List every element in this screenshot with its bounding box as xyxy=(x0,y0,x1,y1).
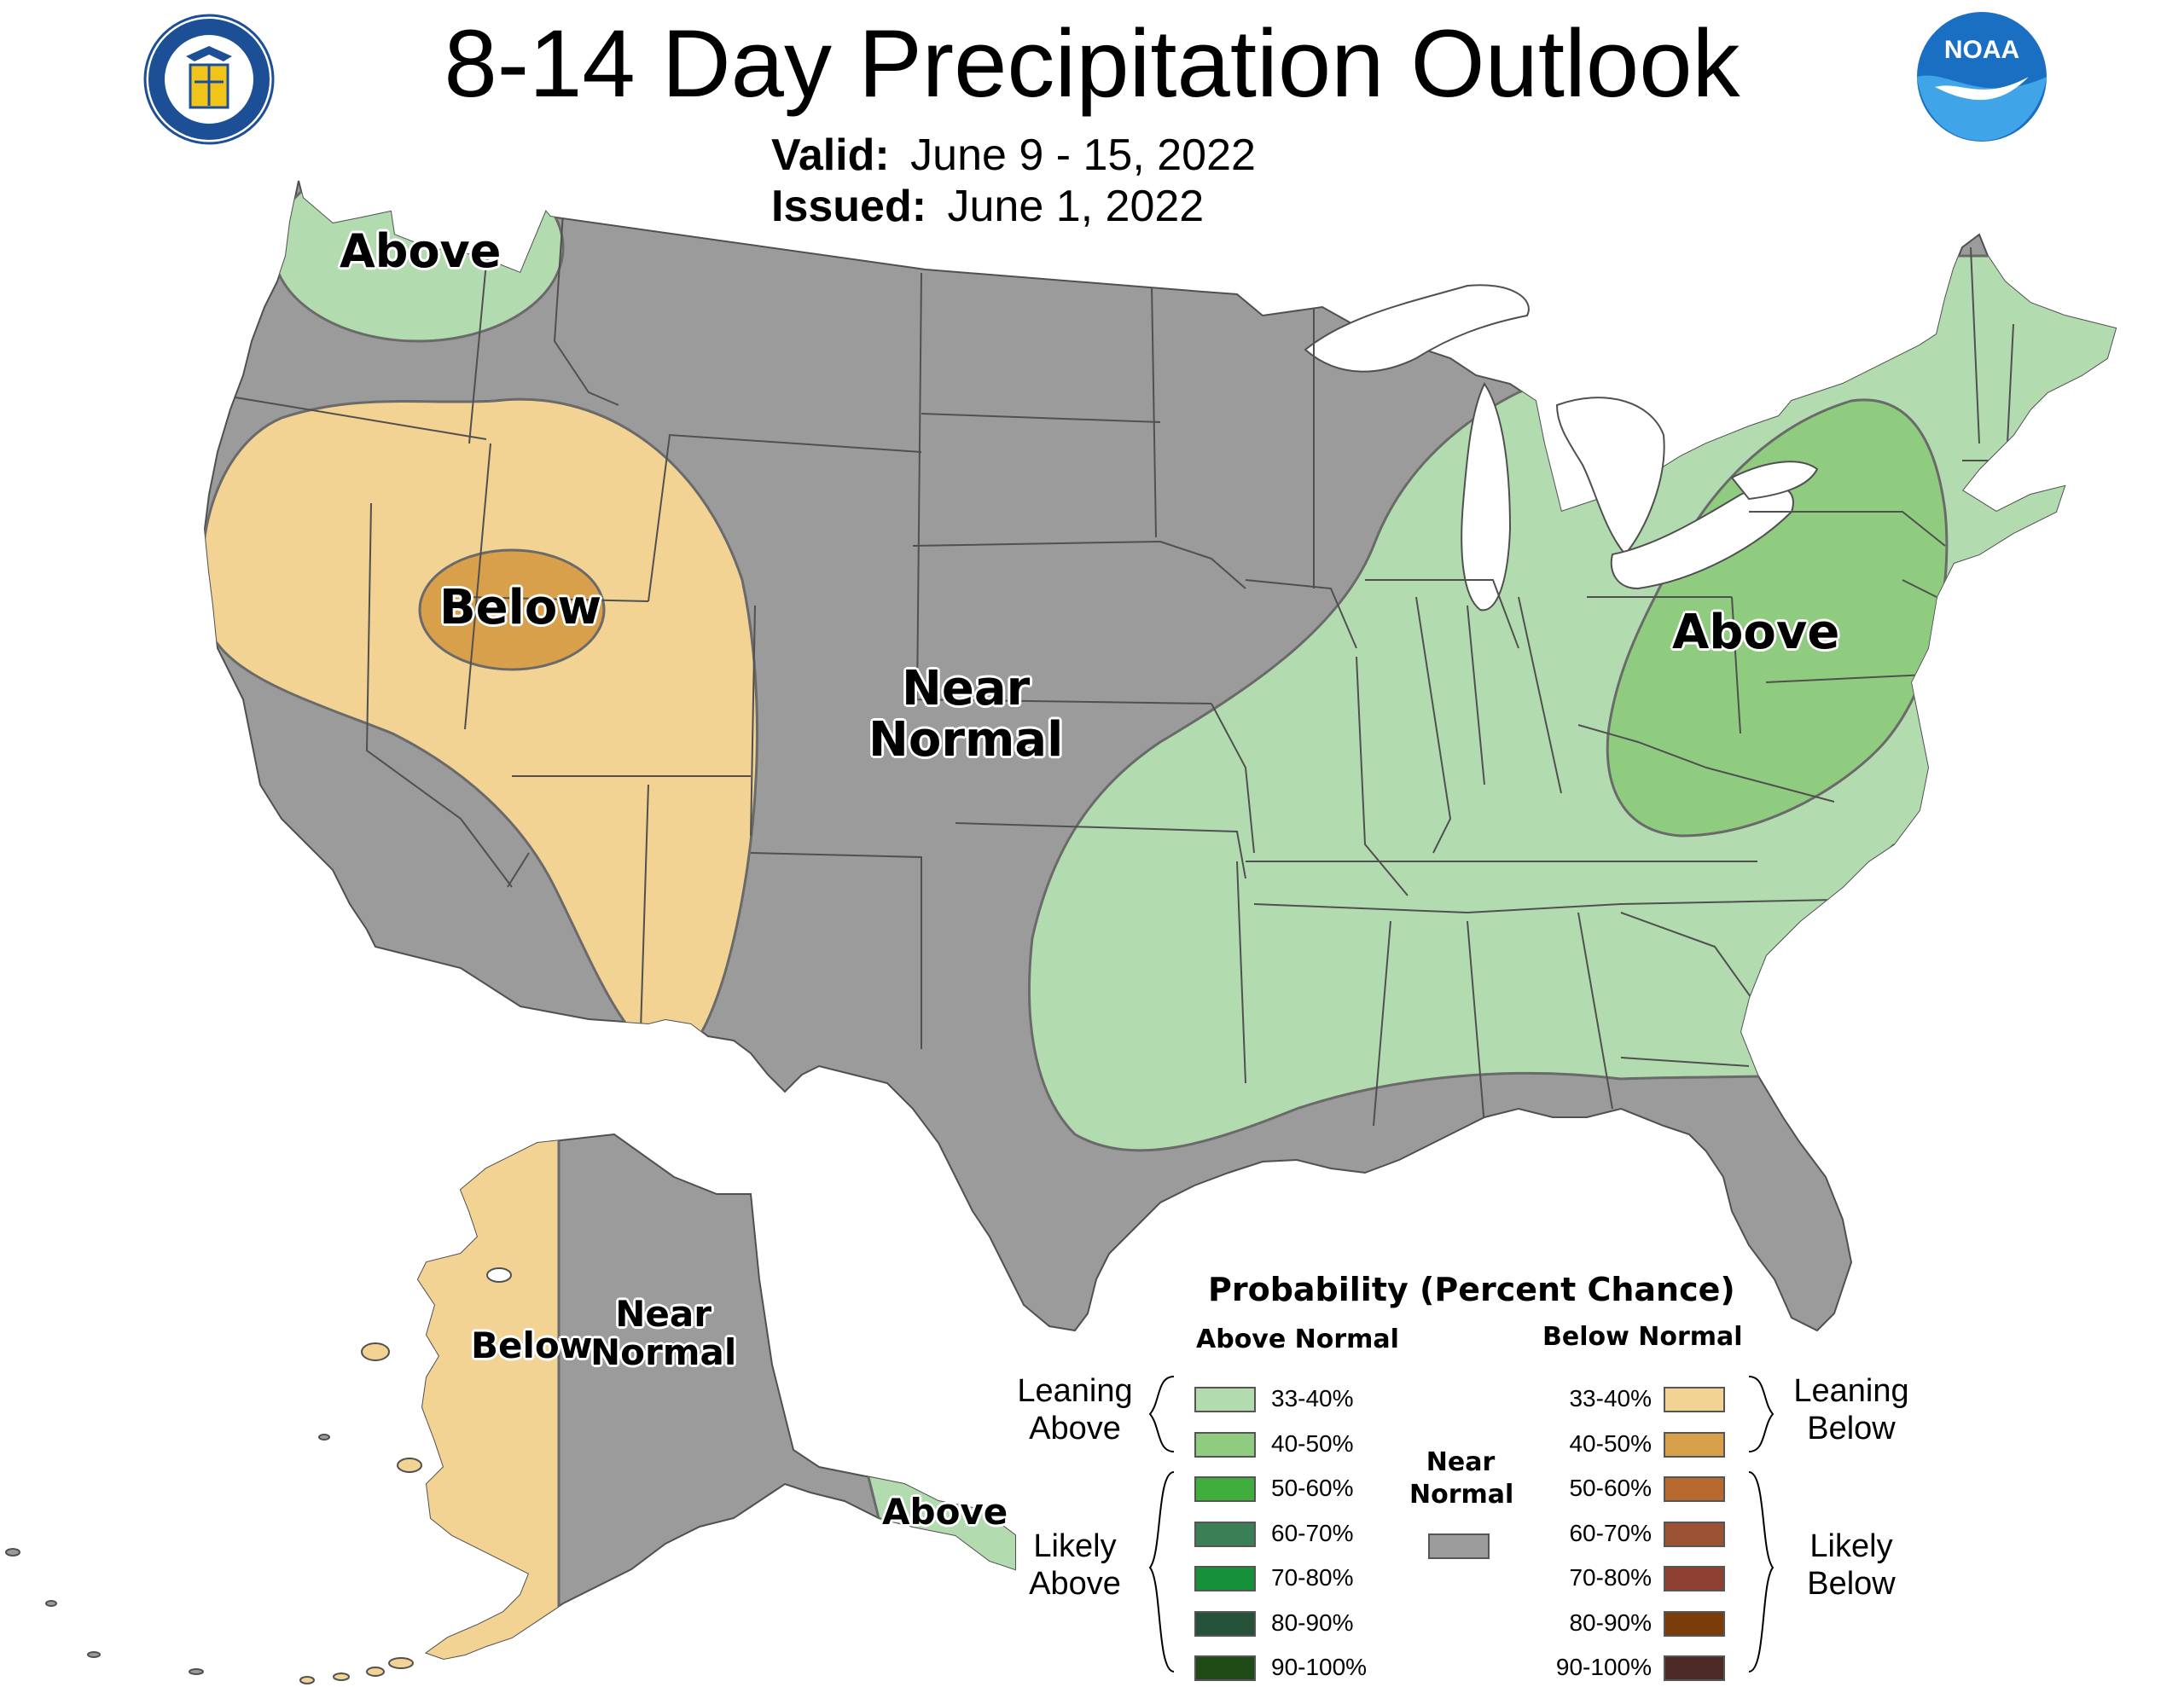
legend-above-swatch xyxy=(1194,1611,1256,1637)
legend-below-label: 40-50% xyxy=(1569,1430,1652,1457)
valid-label: Valid: xyxy=(771,130,890,180)
legend-leaning-below-line2: Below xyxy=(1807,1410,1896,1446)
legend-below-label: 80-90% xyxy=(1569,1609,1652,1636)
noaa-logo-text: NOAA xyxy=(1944,36,2019,64)
legend-below-swatch xyxy=(1664,1566,1725,1591)
legend-above-swatch xyxy=(1194,1566,1256,1591)
legend-below-swatch xyxy=(1664,1432,1725,1458)
label-central-near-line1: Near xyxy=(902,661,1031,716)
legend-leaning-above-line2: Above xyxy=(1029,1410,1121,1446)
great-lakes xyxy=(1304,284,1819,612)
legend-above-label: 60-70% xyxy=(1271,1520,1354,1546)
valid-line: Valid: June 9 - 15, 2022 xyxy=(771,130,1256,181)
legend-above-heading: Above Normal xyxy=(1196,1325,1399,1354)
department-of-commerce-seal xyxy=(143,14,275,145)
legend-above-swatch xyxy=(1194,1476,1256,1502)
region-west-below-leaning xyxy=(205,397,758,1064)
legend-below-swatch xyxy=(1664,1611,1725,1637)
legend-above-label: 70-80% xyxy=(1271,1564,1354,1591)
legend-above-label: 50-60% xyxy=(1271,1475,1354,1501)
valid-value: June 9 - 15, 2022 xyxy=(910,130,1256,180)
legend-leaning-below-line1: Leaning xyxy=(1793,1373,1909,1409)
legend-above-swatch xyxy=(1194,1432,1256,1458)
legend-near-normal-swatch xyxy=(1428,1533,1490,1559)
label-east-above: Above xyxy=(1672,605,1840,660)
label-ak-near-line2: Normal xyxy=(590,1331,737,1374)
legend-above-label: 90-100% xyxy=(1271,1654,1368,1680)
label-ak-below: Below xyxy=(471,1325,593,1366)
legend-likely-below-line1: Likely xyxy=(1809,1528,1893,1564)
legend-below-label: 50-60% xyxy=(1569,1475,1652,1501)
legend-below-swatch xyxy=(1664,1476,1725,1502)
legend-above-label: 33-40% xyxy=(1271,1385,1354,1412)
legend-leaning-below: Leaning Below xyxy=(1783,1373,1920,1447)
legend-below-label: 70-80% xyxy=(1569,1564,1652,1591)
legend-leaning-above-line1: Leaning xyxy=(1017,1373,1133,1409)
legend-likely-above-line2: Above xyxy=(1029,1565,1121,1602)
legend-above-label: 40-50% xyxy=(1271,1430,1354,1457)
legend-above-swatch xyxy=(1194,1522,1256,1547)
legend-leaning-above: Leaning Above xyxy=(1007,1373,1143,1447)
label-ak-near-normal: Near Normal xyxy=(590,1295,736,1372)
label-ak-near-line1: Near xyxy=(615,1293,712,1335)
label-central-near-normal: Near Normal xyxy=(868,661,1064,768)
legend-likely-above-line1: Likely xyxy=(1033,1528,1117,1564)
legend-below-swatch xyxy=(1664,1655,1725,1681)
state-borders xyxy=(229,212,2048,1127)
legend-near-line2: Normal xyxy=(1409,1479,1514,1510)
region-west-below-likely xyxy=(418,548,606,671)
legend-near-line1: Near xyxy=(1426,1447,1496,1477)
legend-below-label: 60-70% xyxy=(1569,1520,1652,1546)
legend-below-label: 90-100% xyxy=(1555,1654,1652,1680)
legend-above-swatch xyxy=(1194,1387,1256,1412)
legend-likely-above: Likely Above xyxy=(1007,1528,1143,1603)
legend-below-swatch xyxy=(1664,1522,1725,1547)
legend-below-heading: Below Normal xyxy=(1542,1322,1743,1352)
legend-below-swatch xyxy=(1664,1387,1725,1412)
noaa-logo: NOAA xyxy=(1917,12,2047,142)
legend-near-normal: Near Normal xyxy=(1409,1446,1514,1510)
legend-likely-below-line2: Below xyxy=(1807,1565,1896,1602)
label-west-below: Below xyxy=(439,580,602,635)
legend-above-label: 80-90% xyxy=(1271,1609,1354,1636)
issued-line: Issued: June 1, 2022 xyxy=(771,181,1204,232)
page-title: 8-14 Day Precipitation Outlook xyxy=(444,10,1740,117)
legend-likely-below: Likely Below xyxy=(1783,1528,1920,1603)
legend-below-label: 33-40% xyxy=(1569,1385,1652,1412)
legend-above-swatch xyxy=(1194,1655,1256,1681)
label-ak-se-above: Above xyxy=(882,1491,1008,1533)
issued-label: Issued: xyxy=(771,182,927,231)
issued-value: June 1, 2022 xyxy=(947,182,1205,231)
legend-title: Probability (Percent Chance) xyxy=(1208,1271,1735,1308)
label-nw-above: Above xyxy=(340,224,502,278)
label-central-near-line2: Normal xyxy=(868,712,1064,768)
